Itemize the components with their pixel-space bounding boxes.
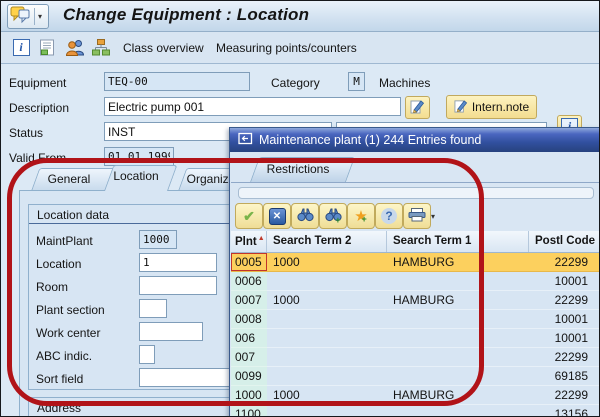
equipment-label: Equipment	[9, 76, 67, 90]
sort-ascending-icon: ▲	[257, 235, 265, 242]
accept-button[interactable]: ✔	[235, 203, 263, 229]
people-icon[interactable]	[63, 38, 87, 57]
table-row[interactable]: 0008 10001	[231, 310, 599, 329]
location-data-group-title: Location data	[29, 205, 299, 224]
column-header-search-term-2[interactable]: Search Term 2	[267, 231, 387, 252]
table-row[interactable]: 006 10001	[231, 329, 599, 348]
location-label: Location	[36, 257, 82, 271]
category-label: Category	[271, 76, 320, 90]
dialog-titlebar[interactable]: Maintenance plant (1) 244 Entries found	[230, 128, 599, 152]
abc-indicator-field[interactable]	[139, 345, 155, 364]
speech-bubbles-icon	[10, 6, 32, 27]
cancel-button[interactable]: ✕	[263, 203, 291, 229]
check-icon: ✔	[243, 207, 255, 224]
add-to-favorites-button[interactable]: ★ +	[347, 203, 375, 229]
chevron-down-icon: ▾	[37, 12, 42, 21]
tab-location[interactable]: Location	[104, 165, 168, 191]
class-overview-button[interactable]: Class overview	[123, 41, 204, 55]
table-row[interactable]: 0005 1000 HAMBURG 22299	[231, 253, 599, 272]
table-row[interactable]: 0006 10001	[231, 272, 599, 291]
column-header-plnt[interactable]: Plnt▲	[231, 231, 267, 252]
document-icon[interactable]	[37, 38, 57, 57]
table-row[interactable]: 1100 13156	[231, 405, 599, 416]
question-mark-icon: ?	[381, 208, 397, 224]
services-for-object-button[interactable]: ▾	[7, 4, 49, 29]
find-button[interactable]	[291, 203, 319, 229]
edit-text-button[interactable]	[405, 96, 430, 119]
category-text: Machines	[379, 76, 431, 90]
dialog-title: Maintenance plant (1) 244 Entries found	[259, 133, 482, 147]
close-icon: ✕	[268, 207, 286, 225]
results-table: Plnt▲ Search Term 2 Search Term 1 Postl …	[231, 231, 599, 416]
page-title: Change Equipment : Location	[63, 5, 310, 24]
find-next-button[interactable]: +	[319, 203, 347, 229]
tab-general[interactable]: General	[31, 168, 107, 191]
plant-section-field[interactable]	[139, 299, 167, 318]
binoculars-plus-icon: +	[324, 207, 342, 225]
work-center-label: Work center	[36, 326, 101, 340]
valid-from-field[interactable]	[104, 147, 174, 166]
tab-organization[interactable]: Organiza	[178, 168, 244, 191]
maintplant-label: MaintPlant	[36, 234, 93, 248]
print-button[interactable]	[403, 203, 431, 229]
measuring-points-button[interactable]: Measuring points/counters	[216, 41, 357, 55]
star-plus-icon: ★ +	[354, 207, 368, 225]
room-label: Room	[36, 280, 69, 294]
table-row[interactable]: 0007 1000 HAMBURG 22299	[231, 291, 599, 310]
restrictions-collapsed-strip[interactable]	[238, 187, 594, 199]
column-header-postl-code[interactable]: Postl Code	[535, 235, 596, 247]
maintplant-field[interactable]	[139, 230, 177, 249]
window-titlebar: ▾ Change Equipment : Location	[1, 1, 599, 32]
intern-note-label: Intern.note	[471, 100, 530, 114]
equipment-field[interactable]	[104, 72, 250, 91]
value-help-dialog: Maintenance plant (1) 244 Entries found …	[229, 127, 599, 416]
plant-section-label: Plant section	[36, 303, 105, 317]
info-icon[interactable]: i	[11, 38, 31, 57]
application-toolbar: i	[1, 32, 599, 64]
description-field[interactable]	[104, 97, 401, 116]
pencil-icon	[410, 99, 425, 117]
sort-field-label: Sort field	[36, 372, 84, 386]
tabstrip-line	[231, 182, 599, 183]
status-label: Status	[9, 126, 44, 140]
print-dropdown-icon[interactable]: ▾	[431, 212, 436, 221]
table-row[interactable]: 0099 69185	[231, 367, 599, 386]
column-header-search-term-1[interactable]: Search Term 1	[387, 231, 529, 252]
printer-icon	[408, 207, 426, 225]
dialog-window-icon	[238, 132, 253, 148]
intern-note-button[interactable]: Intern.note	[446, 95, 537, 119]
work-center-field[interactable]	[139, 322, 203, 341]
table-row[interactable]: 1000 1000 HAMBURG 22299	[231, 386, 599, 405]
table-row[interactable]: 007 22299	[231, 348, 599, 367]
hierarchy-icon[interactable]	[91, 38, 111, 57]
abc-indicator-label: ABC indic.	[36, 349, 93, 363]
category-field[interactable]	[348, 72, 365, 91]
tab-restrictions[interactable]: Restrictions	[250, 157, 346, 182]
button-divider	[34, 8, 35, 25]
valid-from-label: Valid From	[9, 151, 67, 165]
pencil-icon	[454, 99, 468, 116]
room-field[interactable]	[139, 276, 217, 295]
binoculars-icon	[296, 207, 314, 225]
sort-field-field[interactable]	[139, 368, 233, 387]
help-button[interactable]: ?	[375, 203, 403, 229]
table-header-row: Plnt▲ Search Term 2 Search Term 1 Postl …	[231, 231, 599, 253]
description-label: Description	[9, 101, 70, 115]
location-field[interactable]	[139, 253, 217, 272]
